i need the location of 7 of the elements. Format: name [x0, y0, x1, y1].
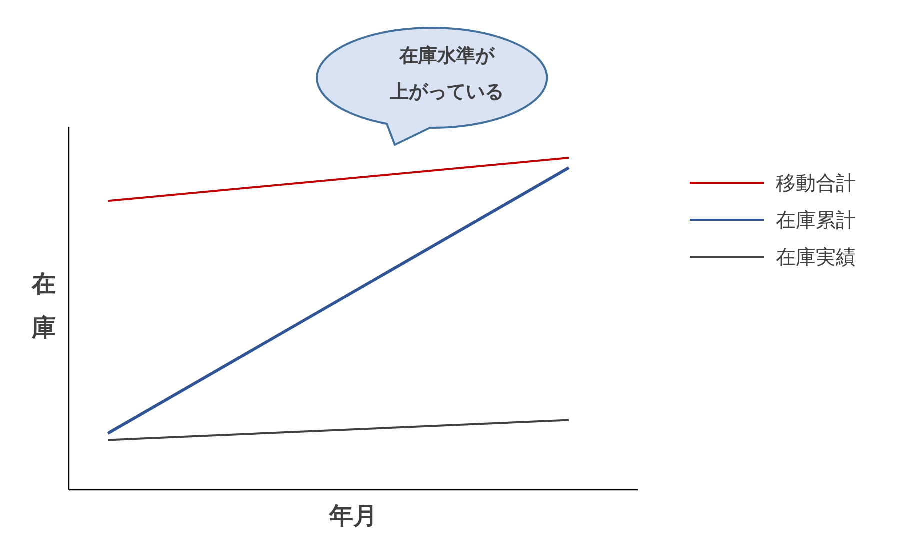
x-axis-title: 年月 [328, 502, 378, 530]
text: 上がっている [389, 81, 504, 103]
legend-label: 在庫累計 [776, 208, 856, 232]
legend-label: 在庫実績 [776, 245, 856, 269]
y-axis-title: 在庫 [31, 270, 56, 342]
legend-label: 移動合計 [776, 171, 856, 195]
text: 在庫水準が [398, 45, 496, 67]
